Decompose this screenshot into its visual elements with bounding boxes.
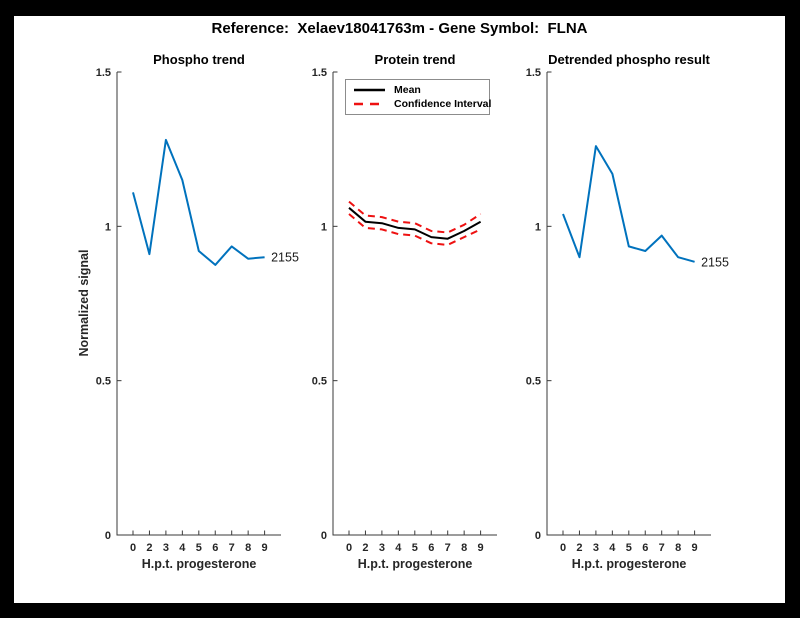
legend-mean-label: Mean	[394, 83, 421, 96]
panel-1-xtick-label: 7	[445, 542, 451, 554]
panel-0-xtick-label: 5	[196, 542, 202, 554]
panel-0-xtick-label: 3	[163, 542, 169, 554]
legend-item-confidence-interval: Confidence Interval	[353, 98, 492, 111]
panel-1-ytick-label: 1.5	[312, 67, 327, 79]
panel-1-xtick-label: 5	[412, 542, 418, 554]
panel-2-xtick-label: 7	[659, 542, 665, 554]
panel-1-xtick-label: 8	[461, 542, 467, 554]
x-axis-label-protein: H.p.t. progesterone	[357, 557, 473, 571]
panel-1-ytick-label: 1	[321, 221, 327, 233]
panel-0-xtick-label: 7	[229, 542, 235, 554]
legend-ci-sample	[354, 103, 385, 106]
ci-upper-line	[348, 200, 482, 234]
panel-0-xtick-label: 2	[146, 542, 152, 554]
legend-item-mean: Mean	[353, 84, 489, 96]
legend-mean-sample	[354, 88, 385, 91]
panel-0-xtick-label: 0	[130, 542, 136, 554]
panel-0-xtick-label: 4	[179, 542, 186, 554]
mean-line	[348, 207, 482, 240]
panel-2-xtick-label: 2	[576, 542, 582, 554]
legend: Mean Confidence Interval	[345, 79, 492, 115]
panel-0-xtick-label: 9	[262, 542, 268, 554]
figure-canvas: Reference: Xelaev18041763m - Gene Symbol…	[14, 16, 785, 603]
panel-1-xtick-label: 6	[428, 542, 434, 554]
protein-trend-title: Protein trend	[374, 52, 456, 67]
panel-0-ytick-label: 0.5	[96, 376, 111, 388]
panel-1-xtick-label: 3	[379, 542, 385, 554]
panel-2-xtick-label: 6	[642, 542, 648, 554]
panel-2-xtick-label: 9	[692, 542, 698, 554]
panel-0-end-label: 2155	[271, 251, 299, 265]
panel-0-ytick-label: 1.5	[96, 67, 111, 79]
panel-1-ytick-label: 0	[321, 530, 327, 542]
panel-1-xtick-label: 9	[478, 542, 484, 554]
x-axis-label-detrended: H.p.t. progesterone	[571, 557, 687, 571]
figure-title: Reference: Xelaev18041763m - Gene Symbol…	[211, 20, 588, 37]
x-axis-label-phospho: H.p.t. progesterone	[141, 557, 257, 571]
panel-2-ytick-label: 0	[535, 530, 541, 542]
panel-2-xtick-label: 4	[609, 542, 616, 554]
ci-lower-line	[348, 213, 482, 246]
panel-2-axes-spines	[546, 72, 711, 536]
panel-1-ytick-label: 0.5	[312, 376, 327, 388]
panel-2-ytick-label: 0.5	[526, 376, 541, 388]
panel-1-xtick-label: 4	[395, 542, 402, 554]
panel-0-ytick-label: 0	[105, 530, 111, 542]
phospho-signal-line	[132, 138, 265, 266]
panel-2-xtick-label: 3	[593, 542, 599, 554]
panel-0-ytick-label: 1	[105, 221, 111, 233]
panel-0-xtick-label: 8	[245, 542, 251, 554]
panel-2-ytick-label: 1.5	[526, 67, 541, 79]
legend-ci-label: Confidence Interval	[394, 98, 492, 111]
detrended-signal-line	[562, 145, 695, 263]
panel-0-xtick-label: 6	[212, 542, 218, 554]
panel-0-axes-spines	[116, 72, 281, 536]
panel-1-xtick-label: 0	[346, 542, 352, 554]
phospho-trend-title: Phospho trend	[153, 52, 245, 67]
panel-2-xtick-label: 0	[560, 542, 566, 554]
detrended-phospho-title: Detrended phospho result	[548, 52, 710, 67]
panel-1-xtick-label: 2	[362, 542, 368, 554]
panel-2-end-label: 2155	[701, 255, 729, 269]
panel-2-ytick-label: 1	[535, 221, 541, 233]
panel-2-xtick-label: 5	[626, 542, 632, 554]
panel-1-axes-spines	[332, 72, 497, 536]
panel-2-xtick-label: 8	[675, 542, 681, 554]
